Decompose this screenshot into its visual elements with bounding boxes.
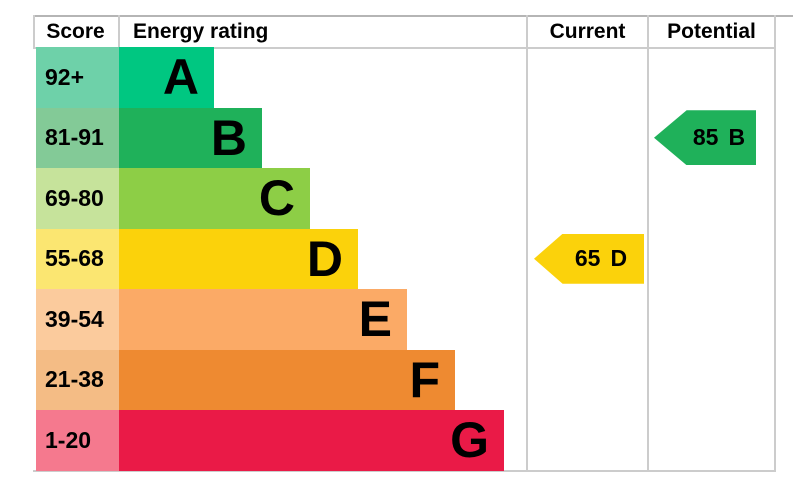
band-bar-d: D: [119, 228, 358, 289]
band-bar-g: G: [119, 410, 504, 471]
column-header-score: Score: [46, 20, 105, 43]
score-range-c: 69-80: [36, 168, 119, 229]
band-letter-a: A: [162, 49, 199, 106]
current-rating-arrow: 65 D: [534, 233, 644, 284]
band-bar-c: C: [119, 168, 310, 229]
current-rating-letter: D: [610, 245, 628, 272]
band-row-c: 69-80 C: [36, 168, 504, 229]
band-letter-c: C: [258, 170, 295, 227]
band-letter-f: F: [409, 351, 440, 408]
column-header-current: Current: [549, 20, 626, 43]
table-top-border: [33, 15, 793, 17]
table-bottom-border: [33, 470, 776, 472]
band-row-e: 39-54 E: [36, 289, 504, 350]
band-row-f: 21-38 F: [36, 349, 504, 410]
band-row-d: 55-68 D: [36, 228, 504, 289]
table-right-border: [774, 15, 776, 472]
potential-rating-letter: B: [728, 124, 746, 151]
band-letter-d: D: [306, 230, 343, 287]
header-bottom-border: [33, 47, 775, 49]
band-bar-a: A: [119, 47, 214, 108]
band-bar-f: F: [119, 349, 455, 410]
score-column-divider: [118, 15, 120, 48]
band-row-g: 1-20 G: [36, 410, 504, 471]
band-letter-e: E: [358, 291, 392, 348]
potential-rating-value: 85: [692, 124, 719, 151]
column-header-energy-rating: Energy rating: [133, 20, 269, 43]
table-left-border: [33, 15, 35, 48]
band-row-a: 92+ A: [36, 47, 504, 108]
potential-rating-arrow: 85 B: [654, 110, 756, 166]
band-bar-b: B: [119, 107, 262, 168]
band-row-b: 81-91 B: [36, 107, 504, 168]
score-range-a: 92+: [36, 47, 119, 108]
current-column-divider: [526, 15, 528, 472]
potential-column-divider: [647, 15, 649, 472]
column-header-potential: Potential: [667, 20, 756, 43]
score-range-b: 81-91: [36, 107, 119, 168]
band-letter-g: G: [450, 412, 489, 469]
score-range-f: 21-38: [36, 349, 119, 410]
score-range-e: 39-54: [36, 289, 119, 350]
current-rating-value: 65: [574, 245, 601, 272]
score-range-d: 55-68: [36, 228, 119, 289]
band-letter-b: B: [210, 109, 247, 166]
score-range-g: 1-20: [36, 410, 119, 471]
band-rows: 92+ A 81-91 B 69-80 C 55-68 D 39-54 E 21-38 F 1-20 G: [36, 47, 504, 471]
band-bar-e: E: [119, 289, 407, 350]
